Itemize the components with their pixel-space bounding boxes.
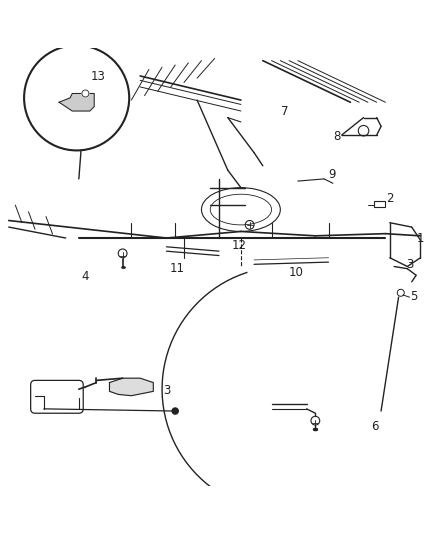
Polygon shape [110, 378, 153, 395]
Text: 3: 3 [163, 384, 170, 397]
Text: 9: 9 [328, 168, 336, 181]
Text: 10: 10 [288, 265, 303, 279]
Circle shape [82, 90, 89, 97]
Text: 2: 2 [386, 192, 394, 205]
Text: 7: 7 [281, 106, 289, 118]
Text: 11: 11 [170, 262, 185, 275]
Text: 1: 1 [417, 231, 424, 245]
Text: 13: 13 [91, 70, 106, 83]
Polygon shape [59, 93, 94, 111]
Text: 8: 8 [334, 130, 341, 143]
Text: 3: 3 [406, 258, 413, 271]
Circle shape [172, 408, 178, 414]
Text: 4: 4 [81, 270, 89, 282]
Text: 6: 6 [371, 420, 378, 433]
Text: 12: 12 [231, 239, 246, 253]
Text: 5: 5 [410, 290, 417, 303]
Bar [374, 201, 385, 207]
